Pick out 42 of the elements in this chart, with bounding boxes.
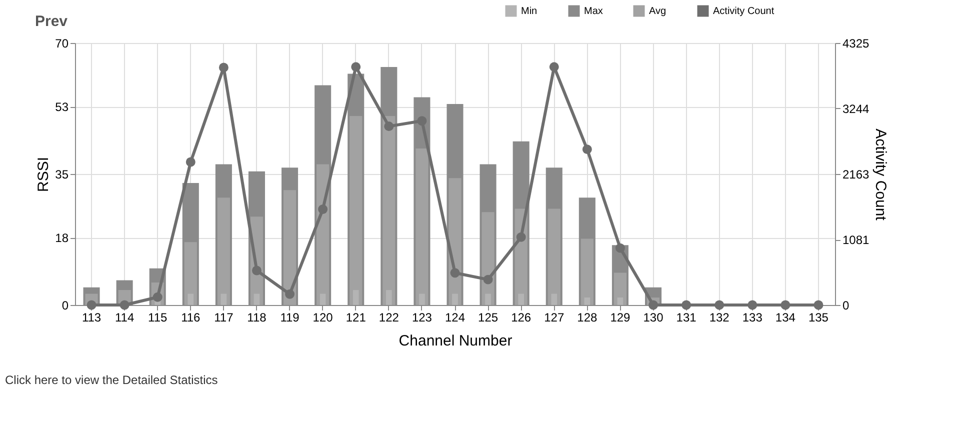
x-tick-label: 122 [378, 310, 400, 324]
legend-label: Activity Count [713, 6, 774, 17]
x-axis-title: Channel Number [398, 332, 512, 350]
y-tick-label: 70 [55, 36, 69, 50]
y-tick-label: 0 [62, 298, 69, 312]
x-tick-label: 123 [412, 310, 432, 324]
y2-tick-label: 4325 [842, 36, 870, 50]
y-axis-title: RSSI [35, 156, 52, 192]
x-tick-label: 121 [346, 310, 366, 324]
x-tick-label: 127 [544, 310, 564, 324]
y2-axis-title: Activity Count [872, 128, 890, 222]
y-tick-label: 35 [55, 168, 69, 182]
x-tick-label: 117 [214, 310, 234, 324]
legend-label: Max [584, 6, 603, 17]
y2-tick-label: 2163 [842, 167, 870, 182]
y-tick-label: 18 [55, 231, 69, 246]
x-tick-label: 126 [511, 310, 532, 324]
y2-tick-label: 1081 [842, 233, 870, 248]
x-tick-label: 133 [742, 310, 763, 324]
x-tick-label: 113 [82, 310, 102, 324]
x-tick-label: 131 [676, 310, 697, 324]
text: Prev [35, 13, 68, 30]
x-tick-label: 118 [247, 310, 267, 324]
x-tick-label: 119 [280, 310, 300, 324]
x-tick-label: 135 [808, 310, 829, 324]
y-tick-label: 53 [55, 100, 69, 114]
x-tick-label: 129 [610, 310, 631, 324]
x-tick-label: 114 [114, 310, 134, 324]
x-tick-label: 116 [181, 310, 201, 324]
x-tick-label: 128 [577, 310, 598, 324]
legend-label: Avg [649, 6, 666, 17]
x-tick-label: 130 [643, 310, 664, 324]
y2-tick-label: 3244 [842, 102, 870, 116]
text: Click here to view the Detailed Statistics [5, 373, 218, 387]
x-tick-label: 124 [444, 310, 466, 324]
x-tick-label: 125 [478, 310, 498, 324]
x-tick-label: 120 [312, 310, 334, 324]
x-tick-label: 134 [775, 310, 796, 324]
x-tick-label: 115 [148, 310, 168, 324]
x-tick-label: 132 [709, 310, 730, 324]
y2-tick-label: 0 [842, 298, 850, 312]
legend-label: Min [521, 6, 538, 17]
